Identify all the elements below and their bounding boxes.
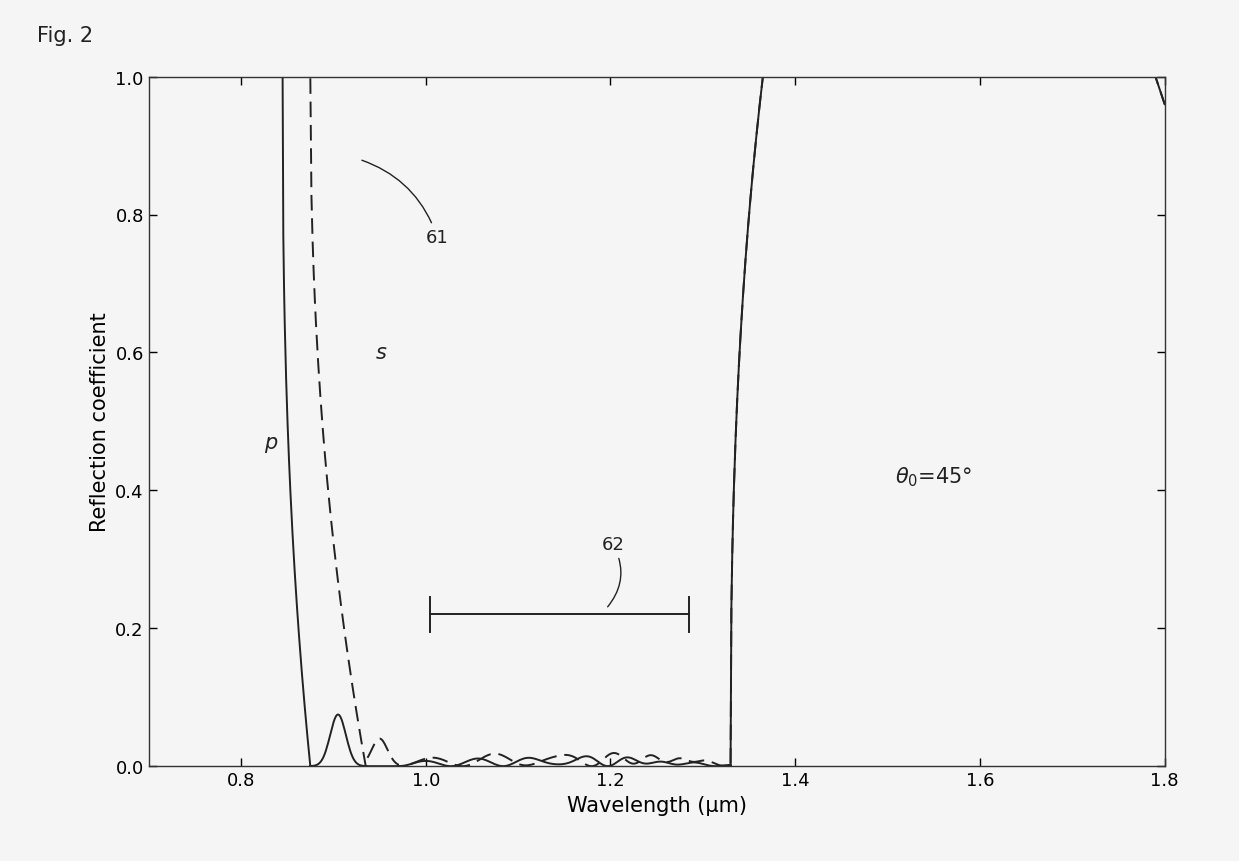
Text: $\theta_0$=45°: $\theta_0$=45°: [895, 465, 973, 489]
Text: p: p: [264, 432, 278, 453]
Text: 61: 61: [362, 161, 449, 247]
Text: s: s: [375, 343, 387, 363]
X-axis label: Wavelength (μm): Wavelength (μm): [566, 795, 747, 815]
Y-axis label: Reflection coefficient: Reflection coefficient: [89, 313, 110, 531]
Text: 62: 62: [601, 536, 624, 607]
Text: Fig. 2: Fig. 2: [37, 26, 93, 46]
